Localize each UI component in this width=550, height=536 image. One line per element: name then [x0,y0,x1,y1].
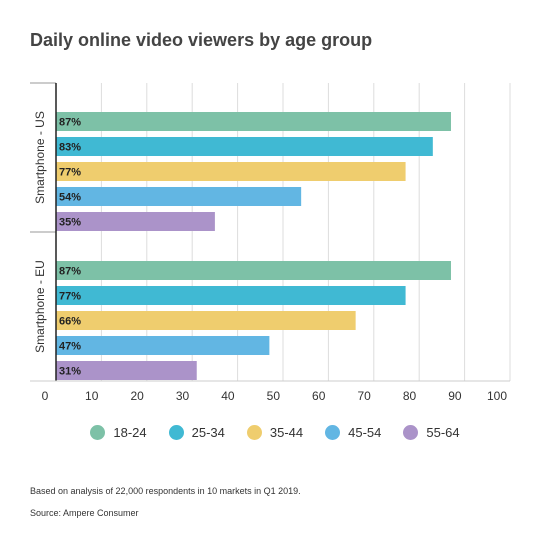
bar [56,286,406,305]
data-label: 87% [59,117,81,129]
bar [56,311,356,330]
legend-item: 55-64 [403,425,460,440]
bar [56,137,433,156]
data-label: 77% [59,167,81,179]
data-label: 83% [59,142,81,154]
bar [56,261,451,280]
chart-legend: 18-24 25-34 35-44 45-54 55-64 [0,425,550,440]
group-label: Smartphone - US [33,111,47,204]
x-tick-label: 100 [487,389,507,403]
legend-item: 18-24 [90,425,147,440]
legend-label: 45-54 [348,425,382,440]
bar-chart: 87% 83% 77% 54% 35% Smartphone - US 87% 77% 66% 4… [30,82,511,403]
legend-swatch [168,425,184,440]
data-label: 35% [59,217,81,229]
x-tick-label: 90 [448,389,462,403]
legend-item: 25-34 [168,425,225,440]
x-tick-label: 30 [176,389,190,403]
bar [56,187,302,206]
legend-label: 25-34 [191,425,225,440]
data-label: 31% [59,366,81,378]
group-label: Smartphone - EU [33,260,47,353]
legend-swatch [325,425,341,440]
legend-label: 55-64 [426,425,460,440]
data-label: 66% [59,316,81,328]
x-tick-label: 20 [130,389,144,403]
legend-label: 35-44 [269,425,304,440]
source-note: Source: Ampere Consumer [30,508,139,518]
x-tick-label: 10 [85,389,99,403]
footnote: Based on analysis of 22,000 respondents … [30,486,301,496]
x-tick-label: 0 [42,389,49,403]
legend-swatch [90,425,106,440]
legend-swatch [246,425,262,440]
data-label: 87% [59,266,81,278]
bar [56,212,215,231]
legend-label: 18-24 [113,425,147,440]
legend-item: 35-44 [246,425,304,440]
data-label: 54% [59,192,81,204]
bar [56,336,270,355]
legend-item: 45-54 [325,425,381,440]
x-tick-label: 40 [221,389,235,403]
legend-swatch [403,425,419,440]
bar [56,361,197,380]
x-tick-label: 80 [403,389,417,403]
x-tick-label: 60 [312,389,326,403]
bar [56,112,451,131]
bar [56,162,406,181]
data-label: 47% [59,341,81,353]
x-tick-label: 70 [357,389,371,403]
chart-title: Daily online video viewers by age group [30,30,373,50]
data-label: 77% [59,291,81,303]
x-tick-label: 50 [267,389,281,403]
